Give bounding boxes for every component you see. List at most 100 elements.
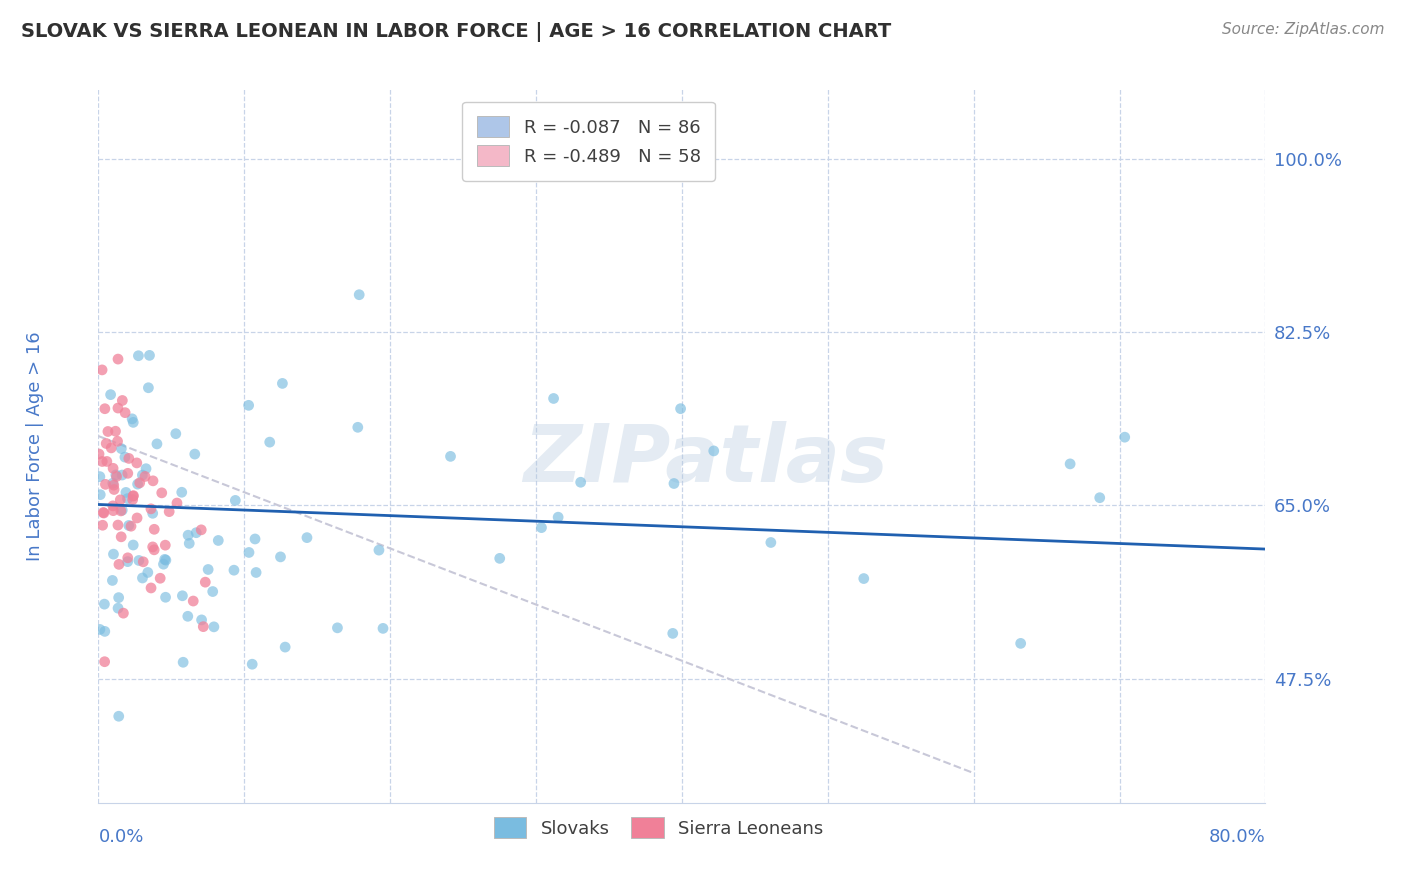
Point	[135, 461, 157, 475]
Point	[157, 505, 180, 519]
Point	[177, 609, 200, 624]
Point	[368, 543, 391, 558]
Point	[207, 533, 229, 548]
Point	[91, 506, 114, 520]
Point	[91, 454, 114, 468]
Point	[186, 525, 208, 540]
Point	[93, 655, 115, 669]
Point	[703, 443, 725, 458]
Point	[101, 574, 124, 588]
Point	[125, 511, 148, 525]
Point	[439, 450, 461, 464]
Point	[96, 454, 118, 468]
Point	[91, 518, 114, 533]
Point	[150, 486, 173, 500]
Point	[122, 538, 145, 552]
Point	[104, 424, 127, 438]
Point	[94, 624, 117, 639]
Point	[103, 478, 125, 492]
Point	[96, 436, 118, 450]
Point	[128, 553, 150, 567]
Point	[155, 553, 177, 567]
Point	[117, 467, 139, 481]
Point	[107, 518, 129, 533]
Point	[89, 623, 111, 637]
Point	[122, 489, 145, 503]
Point	[166, 496, 188, 510]
Point	[152, 557, 174, 571]
Point	[103, 503, 125, 517]
Point	[125, 456, 148, 470]
Point	[488, 551, 510, 566]
Point	[117, 550, 139, 565]
Point	[1010, 636, 1032, 650]
Point	[104, 467, 127, 482]
Point	[547, 510, 569, 524]
Point	[114, 406, 136, 420]
Point	[271, 376, 294, 391]
Point	[93, 597, 115, 611]
Point	[120, 519, 142, 533]
Point	[108, 558, 131, 572]
Point	[371, 621, 394, 635]
Point	[118, 451, 141, 466]
Point	[201, 584, 224, 599]
Point	[184, 447, 207, 461]
Point	[759, 535, 782, 549]
Point	[100, 441, 122, 455]
Point	[127, 477, 149, 491]
Point	[117, 491, 139, 506]
Point	[101, 461, 124, 475]
Point	[110, 504, 132, 518]
Point	[172, 655, 194, 669]
Point	[94, 401, 117, 416]
Point	[243, 532, 266, 546]
Point	[270, 549, 292, 564]
Point	[93, 506, 115, 520]
Point	[103, 547, 125, 561]
Point	[115, 485, 138, 500]
Point	[89, 469, 111, 483]
Point	[155, 591, 177, 605]
Text: Source: ZipAtlas.com: Source: ZipAtlas.com	[1222, 22, 1385, 37]
Point	[107, 434, 129, 449]
Legend: Slovaks, Sierra Leoneans: Slovaks, Sierra Leoneans	[485, 808, 832, 847]
Point	[107, 709, 129, 723]
Point	[114, 450, 136, 464]
Point	[197, 562, 219, 576]
Point	[131, 468, 153, 483]
Point	[142, 474, 165, 488]
Text: 80.0%: 80.0%	[1209, 828, 1265, 846]
Text: SLOVAK VS SIERRA LEONEAN IN LABOR FORCE | AGE > 16 CORRELATION CHART: SLOVAK VS SIERRA LEONEAN IN LABOR FORCE …	[21, 22, 891, 42]
Point	[101, 499, 124, 513]
Point	[139, 581, 162, 595]
Point	[118, 518, 141, 533]
Point	[852, 572, 875, 586]
Point	[172, 589, 194, 603]
Point	[662, 476, 685, 491]
Point	[274, 640, 297, 654]
Point	[661, 626, 683, 640]
Point	[153, 552, 176, 566]
Point	[142, 506, 165, 520]
Point	[138, 381, 160, 395]
Point	[346, 420, 368, 434]
Point	[110, 530, 132, 544]
Point	[1114, 430, 1136, 444]
Point	[530, 520, 553, 534]
Point	[1088, 491, 1111, 505]
Point	[87, 447, 110, 461]
Point	[132, 555, 155, 569]
Point	[107, 401, 129, 415]
Point	[131, 571, 153, 585]
Point	[224, 493, 246, 508]
Point	[89, 488, 111, 502]
Point	[245, 566, 267, 580]
Point	[122, 416, 145, 430]
Point	[91, 363, 114, 377]
Point	[669, 401, 692, 416]
Point	[177, 528, 200, 542]
Point	[122, 489, 145, 503]
Point	[240, 657, 263, 672]
Point	[193, 620, 215, 634]
